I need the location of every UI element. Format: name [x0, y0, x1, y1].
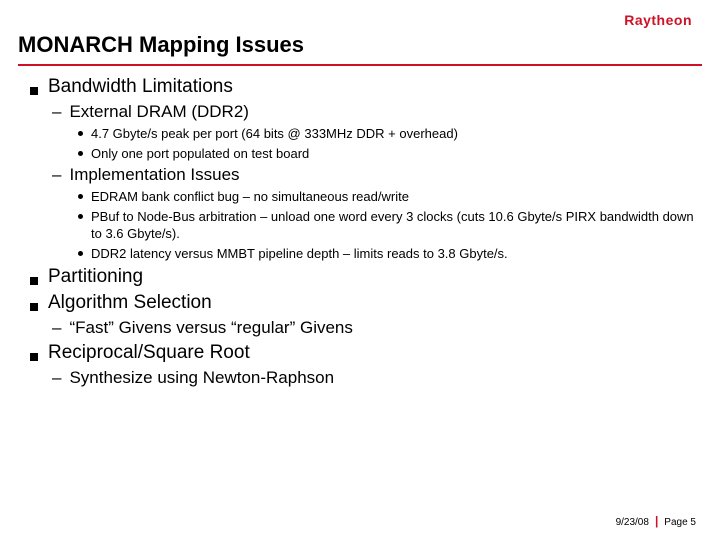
bullet-dot-icon [78, 251, 83, 256]
lvl3-item: DDR2 latency versus MMBT pipeline depth … [91, 245, 508, 263]
slide-body: Bandwidth Limitations – External DRAM (D… [0, 76, 720, 388]
bullet-square-icon [30, 277, 38, 285]
bullet-dot-icon [78, 194, 83, 199]
brand-logo: Raytheon [624, 12, 692, 28]
bullet-square-icon [30, 303, 38, 311]
lvl1-item: Partitioning [48, 266, 143, 288]
lvl2-item: Synthesize using Newton-Raphson [69, 368, 334, 388]
lvl2-item: “Fast” Givens versus “regular” Givens [69, 318, 352, 338]
footer-page: Page 5 [664, 517, 696, 528]
footer-separator-icon: | [655, 514, 658, 528]
lvl3-item: PBuf to Node-Bus arbitration – unload on… [91, 208, 702, 243]
slide-footer: 9/23/08 | Page 5 [616, 514, 696, 528]
lvl1-item: Bandwidth Limitations [48, 76, 233, 98]
lvl1-item: Algorithm Selection [48, 292, 212, 314]
title-rule [18, 64, 702, 66]
slide-title: MONARCH Mapping Issues [0, 0, 720, 64]
lvl3-item: EDRAM bank conflict bug – no simultaneou… [91, 188, 409, 206]
bullet-dot-icon [78, 214, 83, 219]
lvl3-item: Only one port populated on test board [91, 145, 309, 163]
bullet-dot-icon [78, 131, 83, 136]
lvl2-item: Implementation Issues [69, 165, 239, 185]
bullet-dash-icon: – [52, 368, 61, 388]
bullet-dash-icon: – [52, 165, 61, 185]
lvl1-item: Reciprocal/Square Root [48, 342, 250, 364]
bullet-dash-icon: – [52, 102, 61, 122]
bullet-square-icon [30, 353, 38, 361]
lvl3-item: 4.7 Gbyte/s peak per port (64 bits @ 333… [91, 125, 458, 143]
bullet-square-icon [30, 87, 38, 95]
footer-date: 9/23/08 [616, 517, 649, 528]
bullet-dash-icon: – [52, 318, 61, 338]
bullet-dot-icon [78, 151, 83, 156]
lvl2-item: External DRAM (DDR2) [69, 102, 248, 122]
